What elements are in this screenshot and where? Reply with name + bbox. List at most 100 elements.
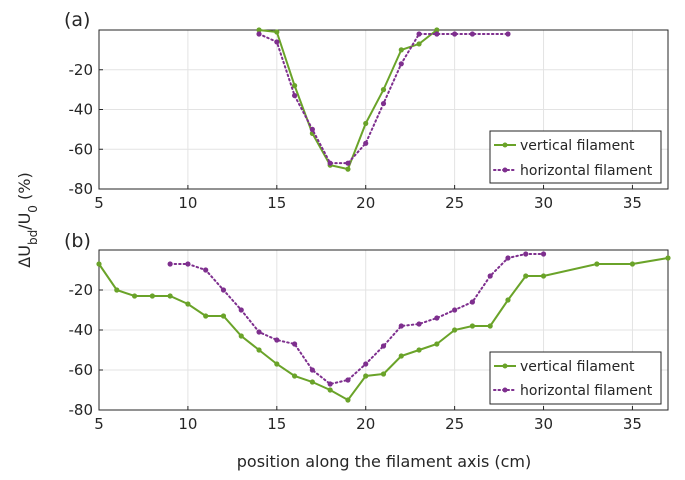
data-point-horizontal: [256, 31, 262, 37]
data-point-horizontal: [291, 92, 298, 99]
legend-box-a: [489, 130, 662, 184]
data-point-vertical: [665, 255, 671, 261]
data-point-vertical: [469, 323, 476, 329]
data-point-vertical: [149, 293, 155, 299]
x-tick-label: 10: [178, 194, 197, 212]
data-point-horizontal: [398, 323, 404, 329]
series-panel-b: [96, 251, 671, 403]
data-point-horizontal: [256, 329, 262, 335]
x-tick-label: 10: [178, 415, 197, 433]
data-point-vertical: [380, 87, 387, 93]
panel-a: 5 10 15 20 25 30 35 -80 -60 -40 -20 (a) vertical f…: [64, 9, 669, 212]
data-point-horizontal: [345, 160, 351, 166]
data-point-horizontal: [363, 140, 369, 146]
data-point-vertical: [96, 261, 102, 267]
data-point-horizontal: [363, 361, 369, 367]
data-point-horizontal: [398, 61, 404, 67]
data-point-vertical: [309, 379, 315, 385]
legend-label-horizontal-b: horizontal filament: [520, 383, 653, 399]
y-tick-label: -80: [69, 401, 94, 419]
data-point-horizontal: [434, 31, 440, 37]
data-point-horizontal: [452, 31, 458, 37]
legend-marker-vertical-a: [502, 142, 508, 148]
x-tick-label: 25: [445, 415, 464, 433]
data-point-horizontal: [469, 299, 476, 305]
data-point-horizontal: [540, 251, 547, 257]
data-point-vertical: [363, 120, 369, 127]
series-line-vertical: [258, 29, 438, 171]
legend-marker-horizontal-a: [502, 167, 508, 173]
series-line-horizontal: [258, 32, 509, 165]
data-point-vertical: [291, 373, 298, 379]
data-point-vertical: [380, 371, 387, 377]
data-point-horizontal: [469, 31, 476, 37]
data-point-vertical: [487, 323, 493, 329]
data-point-horizontal: [274, 337, 280, 343]
data-point-vertical: [256, 347, 262, 353]
legend-marker-vertical-b: [502, 363, 508, 369]
data-point-vertical: [167, 293, 173, 299]
data-point-vertical: [416, 41, 422, 47]
data-point-vertical: [274, 361, 280, 367]
ticks-panel-a: 5 10 15 20 25 30 35 -80 -60 -40 -20: [69, 61, 642, 212]
data-point-vertical: [505, 297, 511, 303]
data-point-vertical: [114, 287, 120, 293]
data-point-vertical: [345, 166, 351, 172]
legend-marker-horizontal-b: [502, 387, 508, 393]
data-point-vertical: [434, 27, 440, 33]
data-point-vertical: [434, 341, 440, 347]
x-tick-label: 25: [445, 194, 464, 212]
data-point-vertical: [203, 313, 209, 319]
y-axis-label: ΔUbd/U0 (%): [15, 172, 40, 267]
data-point-vertical: [363, 373, 369, 379]
x-tick-label: 30: [534, 415, 553, 433]
y-tick-label: -60: [69, 361, 94, 379]
data-point-vertical: [398, 47, 404, 53]
legend-label-vertical-a: vertical filament: [520, 138, 635, 154]
x-tick-label: 20: [356, 415, 375, 433]
data-point-vertical: [629, 261, 636, 267]
data-point-horizontal: [309, 367, 315, 373]
data-point-horizontal: [523, 251, 529, 257]
data-point-horizontal: [220, 287, 227, 293]
data-point-horizontal: [185, 261, 191, 267]
data-point-vertical: [274, 29, 280, 35]
data-point-horizontal: [416, 31, 422, 37]
data-point-horizontal: [416, 321, 422, 327]
y-tick-label: -20: [69, 281, 94, 299]
x-tick-label: 20: [356, 194, 375, 212]
data-point-horizontal: [380, 100, 387, 107]
legend-box-b: [489, 351, 662, 405]
data-point-horizontal: [309, 126, 315, 132]
y-tick-label: -80: [69, 180, 94, 198]
y-tick-label: -20: [69, 61, 94, 79]
data-point-horizontal: [380, 343, 387, 349]
data-point-horizontal: [167, 261, 173, 267]
data-point-vertical: [327, 387, 333, 393]
data-point-vertical: [131, 293, 138, 299]
series-panel-a: [256, 27, 511, 172]
panel-label-a: (a): [64, 9, 90, 31]
x-tick-label: 15: [267, 415, 286, 433]
panel-label-b: (b): [64, 230, 91, 252]
x-tick-label: 35: [623, 415, 642, 433]
x-tick-label: 5: [94, 415, 104, 433]
data-point-horizontal: [345, 377, 351, 383]
x-tick-label: 35: [623, 194, 642, 212]
data-point-vertical: [523, 273, 529, 279]
legend-label-vertical-b: vertical filament: [520, 359, 635, 375]
data-point-horizontal: [274, 39, 280, 45]
ticks-panel-b: 5 10 15 20 25 30 35 -80 -60 -40 -20: [69, 281, 642, 433]
data-point-vertical: [416, 347, 422, 353]
data-point-horizontal: [327, 381, 333, 387]
legend-label-horizontal-a: horizontal filament: [520, 163, 653, 179]
y-tick-label: -40: [69, 321, 94, 339]
data-point-horizontal: [291, 341, 298, 347]
data-point-vertical: [220, 313, 227, 319]
data-point-vertical: [452, 327, 458, 333]
data-point-horizontal: [434, 315, 440, 321]
data-point-vertical: [594, 261, 600, 267]
data-point-vertical: [185, 301, 191, 307]
data-point-horizontal: [487, 273, 493, 279]
